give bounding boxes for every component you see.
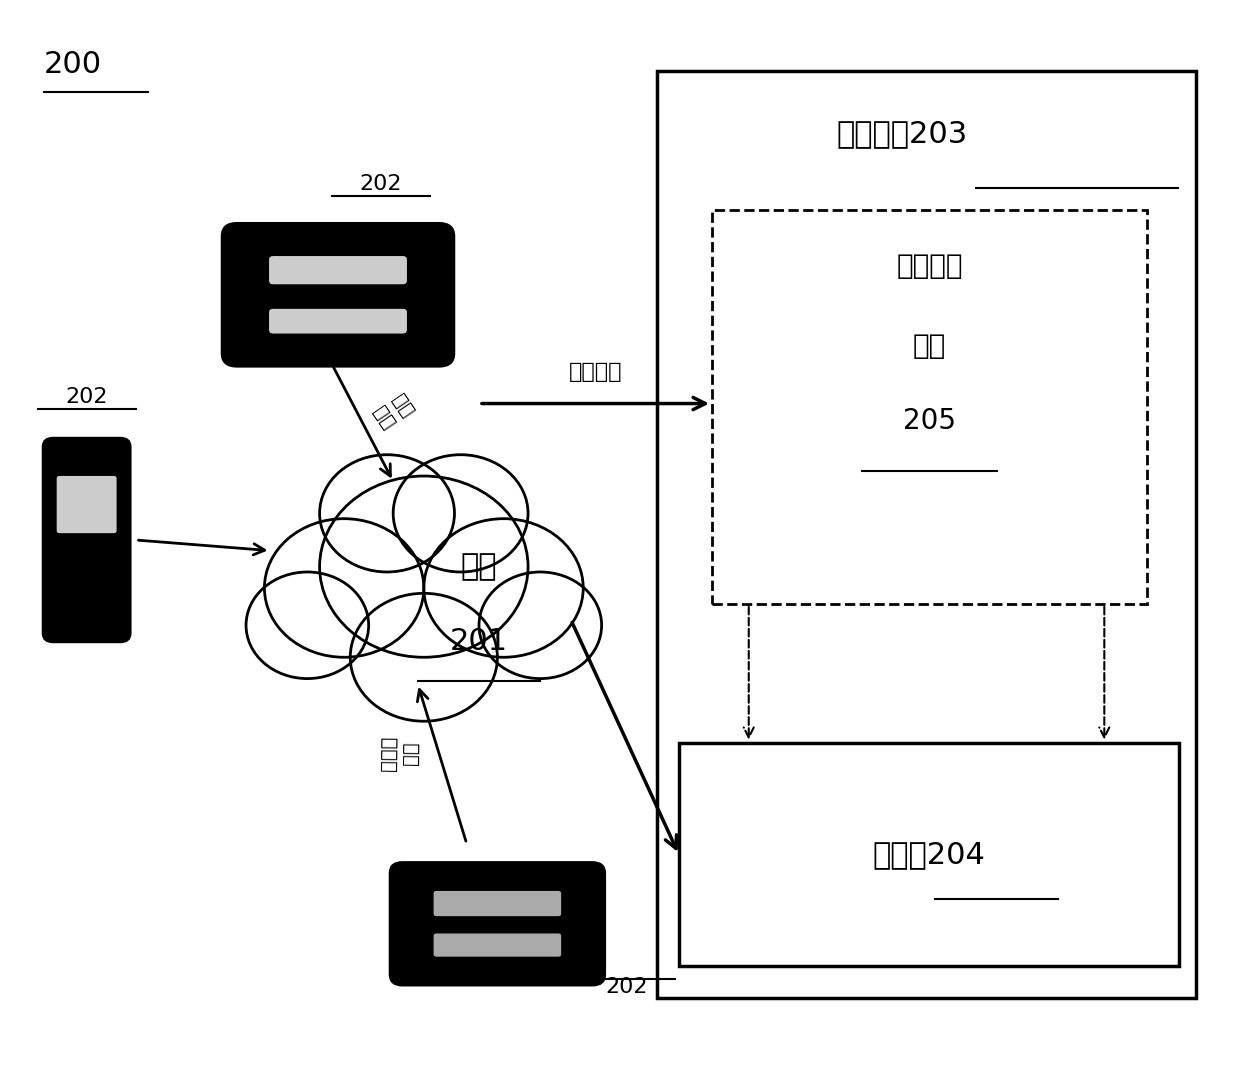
Text: 自动驾驶: 自动驾驶 (897, 252, 962, 280)
Circle shape (479, 572, 601, 678)
Circle shape (320, 455, 455, 572)
Text: 模型: 模型 (913, 333, 946, 360)
Text: 传感器
数据: 传感器 数据 (378, 735, 420, 771)
FancyBboxPatch shape (433, 933, 562, 957)
Text: 网络: 网络 (461, 552, 497, 581)
FancyBboxPatch shape (657, 71, 1197, 998)
Text: 202: 202 (66, 387, 108, 407)
Circle shape (320, 476, 528, 658)
Circle shape (246, 572, 368, 678)
Circle shape (350, 593, 497, 721)
Text: 205: 205 (903, 407, 956, 435)
FancyBboxPatch shape (268, 255, 408, 285)
FancyBboxPatch shape (391, 863, 605, 985)
Circle shape (424, 518, 583, 658)
Text: 200: 200 (43, 50, 102, 79)
Circle shape (393, 455, 528, 572)
FancyBboxPatch shape (678, 743, 1179, 967)
Circle shape (264, 518, 424, 658)
FancyBboxPatch shape (268, 308, 408, 334)
FancyBboxPatch shape (433, 890, 562, 917)
Text: 测试平台203: 测试平台203 (837, 119, 967, 148)
Text: 202: 202 (605, 977, 647, 997)
FancyBboxPatch shape (43, 438, 130, 642)
FancyBboxPatch shape (712, 210, 1147, 604)
Text: 201: 201 (450, 626, 508, 656)
Text: 场景数据: 场景数据 (569, 362, 622, 382)
Text: 计算机204: 计算机204 (873, 840, 986, 869)
Text: 驾驶
数据: 驾驶 数据 (370, 391, 417, 433)
FancyBboxPatch shape (56, 475, 118, 534)
FancyBboxPatch shape (222, 224, 454, 366)
Text: 202: 202 (360, 174, 402, 193)
